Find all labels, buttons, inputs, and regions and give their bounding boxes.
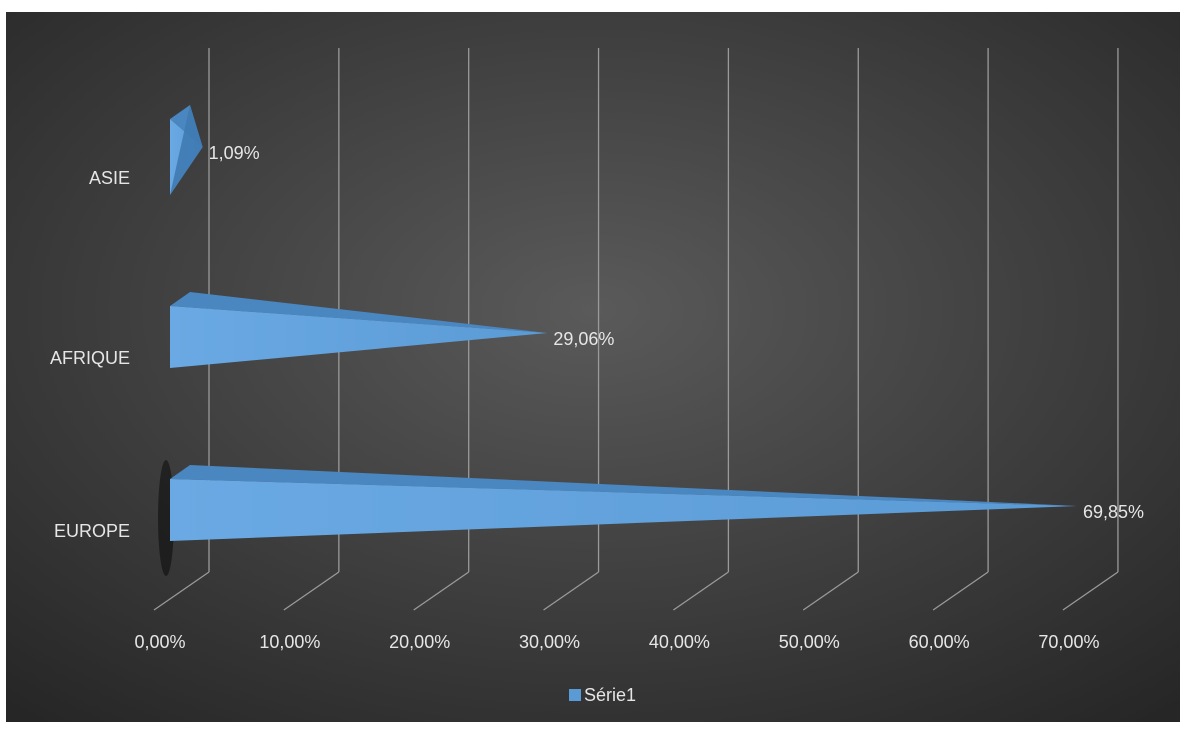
bar-top-face (170, 465, 1078, 506)
x-tick-label: 20,00% (389, 632, 450, 652)
bar-side-face (170, 105, 203, 195)
floor-gridline (153, 571, 210, 611)
x-tick-label: 50,00% (779, 632, 840, 652)
x-tick-label: 60,00% (909, 632, 970, 652)
floor-gridline (543, 571, 599, 611)
legend-swatch (569, 689, 581, 701)
floor-gridline (413, 571, 470, 611)
floor-gridline (283, 571, 340, 611)
x-tick-label: 10,00% (259, 632, 320, 652)
bars (170, 105, 1078, 541)
chart-background (6, 12, 1180, 722)
labels: 0,00% 10,00% 20,00% 30,00% 40,00% 50,00% 60,00… (50, 143, 1144, 652)
category-label: ASIE (89, 168, 130, 188)
bar-top-face (170, 292, 548, 333)
data-label: 29,06% (553, 329, 614, 349)
x-tick-label: 0,00% (134, 632, 185, 652)
x-tick-label: 40,00% (649, 632, 710, 652)
x-tick-label: 30,00% (519, 632, 580, 652)
bar (170, 306, 548, 368)
bar (170, 479, 1078, 541)
category-label: EUROPE (54, 521, 130, 541)
data-label: 1,09% (209, 143, 260, 163)
floor-gridline (1062, 571, 1119, 611)
legend-label: Série1 (584, 685, 636, 705)
floor-gridline (673, 571, 729, 611)
data-label: 69,85% (1083, 502, 1144, 522)
floor-gridline (932, 571, 989, 611)
category-label: AFRIQUE (50, 348, 130, 368)
legend: Série1 (569, 685, 636, 705)
floor-gridline (802, 571, 859, 611)
x-tick-label: 70,00% (1038, 632, 1099, 652)
